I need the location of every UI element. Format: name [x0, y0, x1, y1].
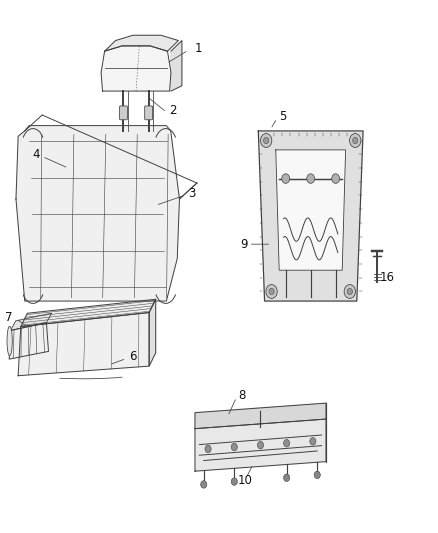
Circle shape: [205, 445, 211, 453]
Circle shape: [231, 478, 237, 486]
Text: 5: 5: [279, 110, 286, 123]
Circle shape: [284, 440, 290, 447]
Circle shape: [353, 138, 358, 144]
Polygon shape: [101, 46, 171, 91]
Circle shape: [269, 288, 274, 295]
Circle shape: [264, 138, 269, 144]
Text: 1: 1: [195, 42, 202, 55]
Circle shape: [266, 285, 277, 298]
Circle shape: [261, 134, 272, 148]
Polygon shape: [9, 322, 49, 359]
Polygon shape: [16, 126, 180, 301]
Polygon shape: [195, 403, 326, 429]
Polygon shape: [171, 41, 182, 91]
Text: 3: 3: [188, 187, 196, 200]
Circle shape: [201, 481, 207, 488]
Polygon shape: [105, 35, 178, 51]
Text: 4: 4: [32, 148, 39, 161]
Text: 16: 16: [380, 271, 395, 284]
Text: 2: 2: [169, 104, 176, 117]
Text: 8: 8: [239, 389, 246, 402]
Circle shape: [231, 443, 237, 451]
Circle shape: [258, 441, 264, 449]
Circle shape: [347, 288, 353, 295]
FancyBboxPatch shape: [120, 106, 127, 120]
Circle shape: [307, 174, 314, 183]
Polygon shape: [195, 419, 326, 471]
Circle shape: [282, 174, 290, 183]
Text: 6: 6: [130, 350, 137, 364]
FancyBboxPatch shape: [145, 106, 152, 120]
Circle shape: [350, 134, 361, 148]
Text: 9: 9: [240, 238, 247, 251]
Text: 7: 7: [5, 311, 13, 324]
Circle shape: [284, 474, 290, 481]
Circle shape: [314, 471, 320, 479]
Polygon shape: [258, 131, 363, 301]
Ellipse shape: [7, 326, 12, 356]
Text: 10: 10: [237, 474, 252, 487]
Circle shape: [332, 174, 339, 183]
Circle shape: [310, 438, 316, 445]
Polygon shape: [18, 312, 149, 376]
Circle shape: [344, 285, 356, 298]
Polygon shape: [276, 150, 346, 270]
Polygon shape: [11, 313, 52, 330]
Polygon shape: [21, 299, 155, 327]
Polygon shape: [149, 299, 155, 366]
